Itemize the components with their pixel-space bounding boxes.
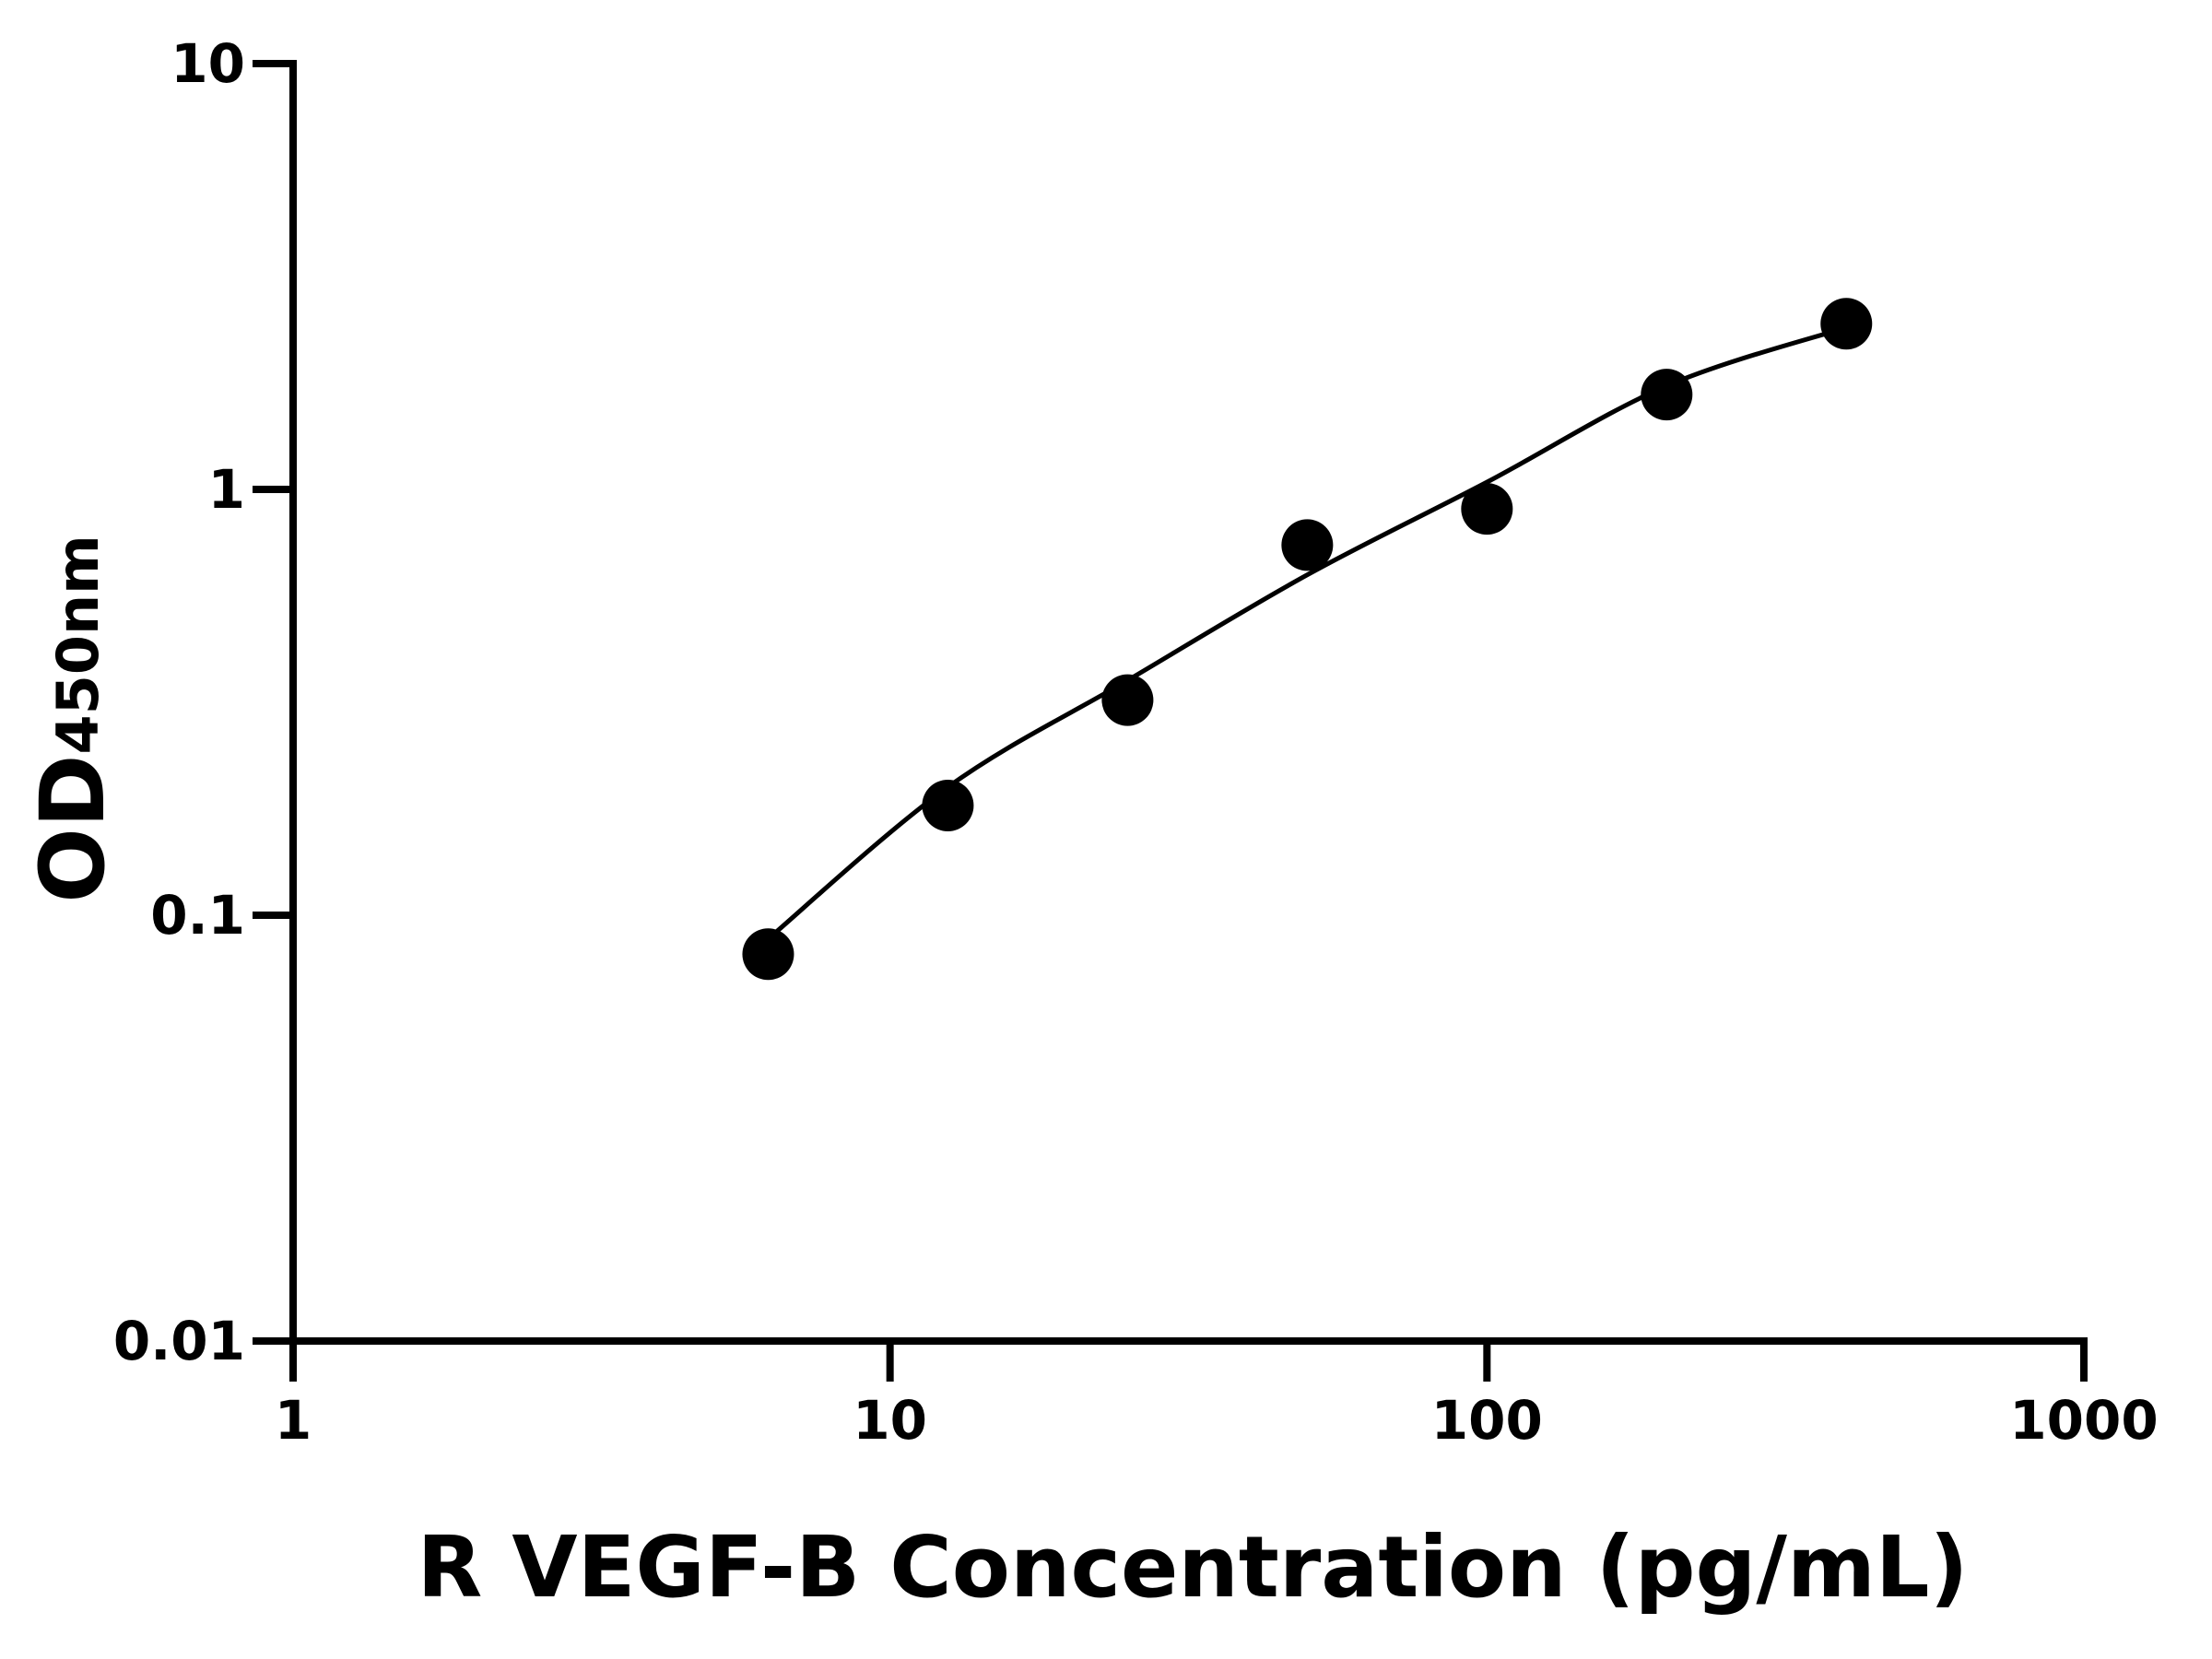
- data-point: [1461, 483, 1513, 535]
- fit-curve: [766, 324, 1848, 941]
- data-point: [1281, 519, 1334, 571]
- x-tick-label: 1000: [2009, 1389, 2158, 1452]
- y-axis-title-subscript: 450nm: [44, 535, 112, 754]
- data-point: [1101, 674, 1154, 726]
- y-tick-label: 1: [208, 458, 245, 521]
- y-axis-title-main: OD: [21, 754, 124, 902]
- y-tick-label: 0.1: [150, 884, 245, 947]
- x-tick-label: 10: [853, 1389, 927, 1452]
- data-point: [922, 779, 974, 831]
- y-tick-label: 10: [171, 32, 245, 95]
- x-tick-label: 100: [1431, 1389, 1543, 1452]
- data-point: [1820, 298, 1873, 350]
- data-point: [1641, 369, 1693, 421]
- y-tick-label: 0.01: [113, 1310, 245, 1372]
- x-tick-label: 1: [275, 1389, 312, 1452]
- y-axis-title: OD450nm: [21, 535, 124, 902]
- x-axis-title: R VEGF-B Concentration (pg/mL): [418, 1518, 1969, 1617]
- data-point: [742, 928, 794, 981]
